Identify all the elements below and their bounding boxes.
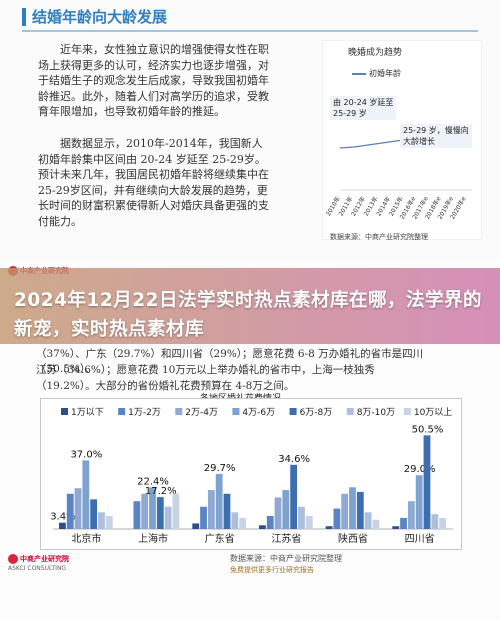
- bar: [223, 493, 231, 529]
- bar: [231, 512, 239, 529]
- text-line-1: （37%）、广东（29.7%）和四川省（29%）；愿意花费 6-8 万办婚礼的省…: [36, 348, 424, 375]
- bar: [172, 493, 180, 529]
- bar-value-label: 34.6%: [278, 454, 310, 465]
- bar: [356, 491, 364, 529]
- bar-value-label: 22.4%: [137, 476, 169, 487]
- bar-value-label: 17.2%: [145, 486, 177, 497]
- footer-slogan: 免费提供更多行业研究报告: [230, 566, 314, 574]
- legend-swatch: [289, 408, 297, 415]
- bar: [141, 493, 149, 529]
- bar: [349, 487, 356, 529]
- legend-swatch: [403, 408, 411, 415]
- category-label: 北京市: [71, 532, 101, 545]
- top-page: 结婚年龄向大龄发展 近年来，女性独立意识的增强使得女性在职场上获得更多的认可，经…: [0, 0, 500, 260]
- legend-swatch: [346, 408, 354, 415]
- legend-label: 10万以上: [414, 407, 452, 418]
- text-line-3: （19.2%）。大部分的省份婚礼花费预算在 4-8万之间。: [36, 380, 295, 392]
- legend-swatch: [61, 408, 68, 415]
- wedding-cost-chart-frame: 1万以下 1万-2万 2万-4万 4万-6万 6万-8万 8万-10万 10万以上 3.4% 3…: [40, 398, 462, 550]
- bar: [431, 514, 439, 529]
- bar: [82, 460, 90, 529]
- mini-chart-title: 晚婚成为趋势: [348, 48, 403, 58]
- category-label: 江苏省: [271, 532, 301, 545]
- wedding-cost-chart: 1万以下 1万-2万 2万-4万 4万-6万 6万-8万 8万-10万 10万以上 3.4% 3…: [50, 407, 453, 545]
- bar: [164, 506, 172, 529]
- title-rule: [22, 30, 478, 32]
- paragraph-1: 近年来，女性独立意识的增强使得女性在职场上获得更多的认可，经济实力也逐步增强，对…: [38, 43, 269, 119]
- headline-banner: [0, 268, 500, 344]
- mini-chart-source: 数据来源：中商产业研究院整理: [330, 233, 428, 241]
- bar: [392, 526, 400, 529]
- bar: [59, 522, 66, 529]
- bar-value-label: 29.7%: [204, 463, 236, 474]
- legend-line-icon: [352, 72, 366, 75]
- bar: [215, 473, 223, 529]
- legend-label: 1万-2万: [128, 408, 161, 418]
- legend-swatch: [175, 408, 183, 415]
- bar-value-label: 37.0%: [70, 449, 102, 460]
- bar: [239, 517, 246, 529]
- bar-value-label: 50.5%: [412, 424, 444, 435]
- bar-value-label: 3.4%: [50, 512, 75, 523]
- category-label: 上海市: [138, 532, 168, 545]
- bar: [192, 523, 200, 529]
- text-line-2: 江苏（34.6%）；愿意花费 10万元以上举办婚礼的省市中，上海一枝独秀: [36, 364, 375, 376]
- bar: [133, 501, 141, 529]
- legend-swatch: [232, 408, 240, 415]
- category-label: 陕西省: [338, 532, 368, 545]
- bar: [407, 501, 415, 529]
- bar: [200, 506, 207, 529]
- bar: [105, 516, 113, 529]
- bar: [372, 519, 380, 529]
- bar: [325, 526, 333, 529]
- bar: [282, 490, 290, 529]
- bar: [364, 512, 372, 529]
- bar: [149, 487, 156, 529]
- bar: [423, 435, 431, 529]
- bar-value-label: 29.0%: [404, 464, 436, 475]
- bar: [415, 475, 423, 529]
- headline-text: 2024年12月22日法学实时热点素材库在哪，法学界的新宠，实时热点素材库: [14, 290, 482, 340]
- legend-label: 2万-4万: [185, 408, 218, 418]
- bar: [266, 516, 274, 529]
- chart-source: 数据来源：中商产业研究院整理: [230, 554, 342, 563]
- note-older-trend: 25-29 岁，慢慢向 大龄增长: [400, 124, 472, 148]
- legend-label: 初婚年龄: [369, 69, 401, 78]
- mini-chart-legend: 初婚年龄: [352, 68, 401, 79]
- bar: [400, 517, 407, 529]
- askci-logo-bottom: 中商产业研究院 ASKCI CONSULTING: [8, 554, 69, 572]
- bar: [274, 497, 282, 529]
- legend-label: 4万-6万: [242, 408, 275, 418]
- legend-swatch: [118, 408, 126, 415]
- legend-label: 1万以下: [71, 408, 104, 418]
- note-age-shift: 由 20-24 岁延至 25-29 岁: [330, 96, 397, 120]
- bar: [290, 464, 298, 529]
- bar: [74, 488, 82, 529]
- bar: [333, 508, 341, 529]
- bar: [90, 499, 98, 529]
- legend-label: 8万-10万: [357, 408, 395, 418]
- paragraph-2: 据数据显示，2010年-2014年，我国新人初婚年龄集中区间由 20-24 岁延…: [38, 137, 269, 228]
- title-accent-bar: [22, 8, 26, 26]
- page-title: 结婚年龄向大龄发展: [32, 8, 168, 26]
- bar: [305, 516, 313, 529]
- logo-icon-bottom: [8, 554, 18, 564]
- bar: [156, 497, 164, 529]
- bar: [439, 517, 446, 529]
- legend-label: 6万-8万: [300, 408, 333, 418]
- bar: [259, 525, 266, 529]
- category-label: 广东省: [205, 532, 235, 545]
- bar: [341, 493, 349, 529]
- bar: [298, 506, 305, 529]
- category-label: 四川省: [405, 532, 435, 545]
- bar: [98, 512, 105, 529]
- bar: [207, 490, 215, 529]
- bar: [66, 493, 74, 529]
